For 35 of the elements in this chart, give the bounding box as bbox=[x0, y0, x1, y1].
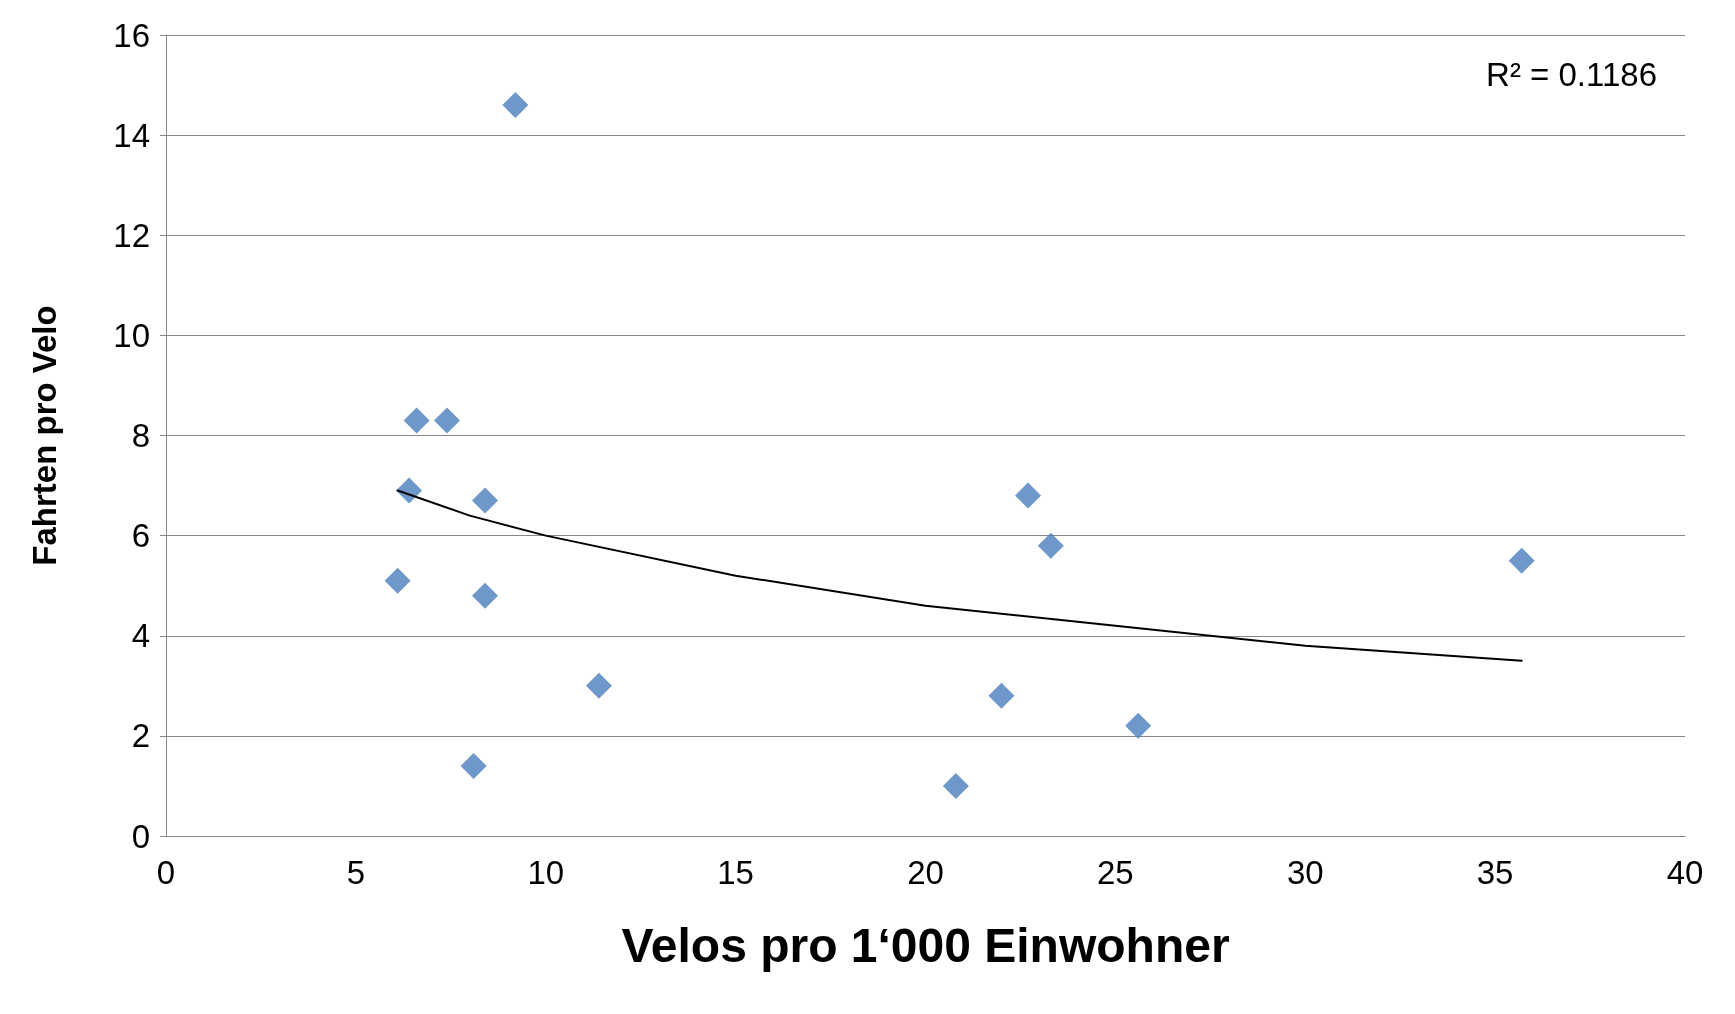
point bbox=[1037, 532, 1064, 559]
point bbox=[403, 407, 430, 434]
point bbox=[384, 567, 411, 594]
point bbox=[502, 92, 529, 119]
x-axis-title: Velos pro 1‘000 Einwohner bbox=[621, 918, 1230, 972]
y-tick-label: 16 bbox=[113, 16, 150, 54]
point bbox=[1015, 482, 1042, 509]
x-tick-label: 30 bbox=[1286, 854, 1324, 891]
point bbox=[434, 407, 461, 434]
point bbox=[1125, 712, 1152, 739]
y-tick-label: 12 bbox=[113, 216, 150, 254]
y-tick-label: 14 bbox=[113, 116, 150, 154]
point bbox=[471, 582, 498, 609]
point bbox=[1508, 547, 1535, 574]
y-tick-label: 4 bbox=[131, 617, 150, 655]
x-tick-label: 15 bbox=[717, 854, 754, 891]
x-tick-label: 40 bbox=[1666, 854, 1704, 891]
point bbox=[460, 752, 487, 779]
y-tick-label: 8 bbox=[131, 417, 150, 454]
y-tick-label: 10 bbox=[113, 316, 150, 354]
y-tick-label: 0 bbox=[131, 817, 150, 855]
x-tick-label: 25 bbox=[1097, 854, 1134, 891]
y-tick-label: 2 bbox=[131, 717, 150, 755]
x-tick-label: 10 bbox=[527, 854, 565, 891]
x-tick-label: 35 bbox=[1476, 854, 1514, 891]
point bbox=[471, 487, 498, 514]
point bbox=[942, 772, 969, 799]
y-axis-title: Fahrten pro Velo bbox=[26, 305, 63, 566]
x-tick-label: 20 bbox=[907, 854, 944, 891]
y-tick-label: 6 bbox=[131, 517, 150, 555]
point bbox=[988, 682, 1015, 709]
x-tick-label: 0 bbox=[156, 854, 176, 891]
x-tick-label: 5 bbox=[346, 854, 366, 891]
point bbox=[585, 672, 612, 699]
annotation: R² = 0.1186 bbox=[1486, 56, 1658, 93]
